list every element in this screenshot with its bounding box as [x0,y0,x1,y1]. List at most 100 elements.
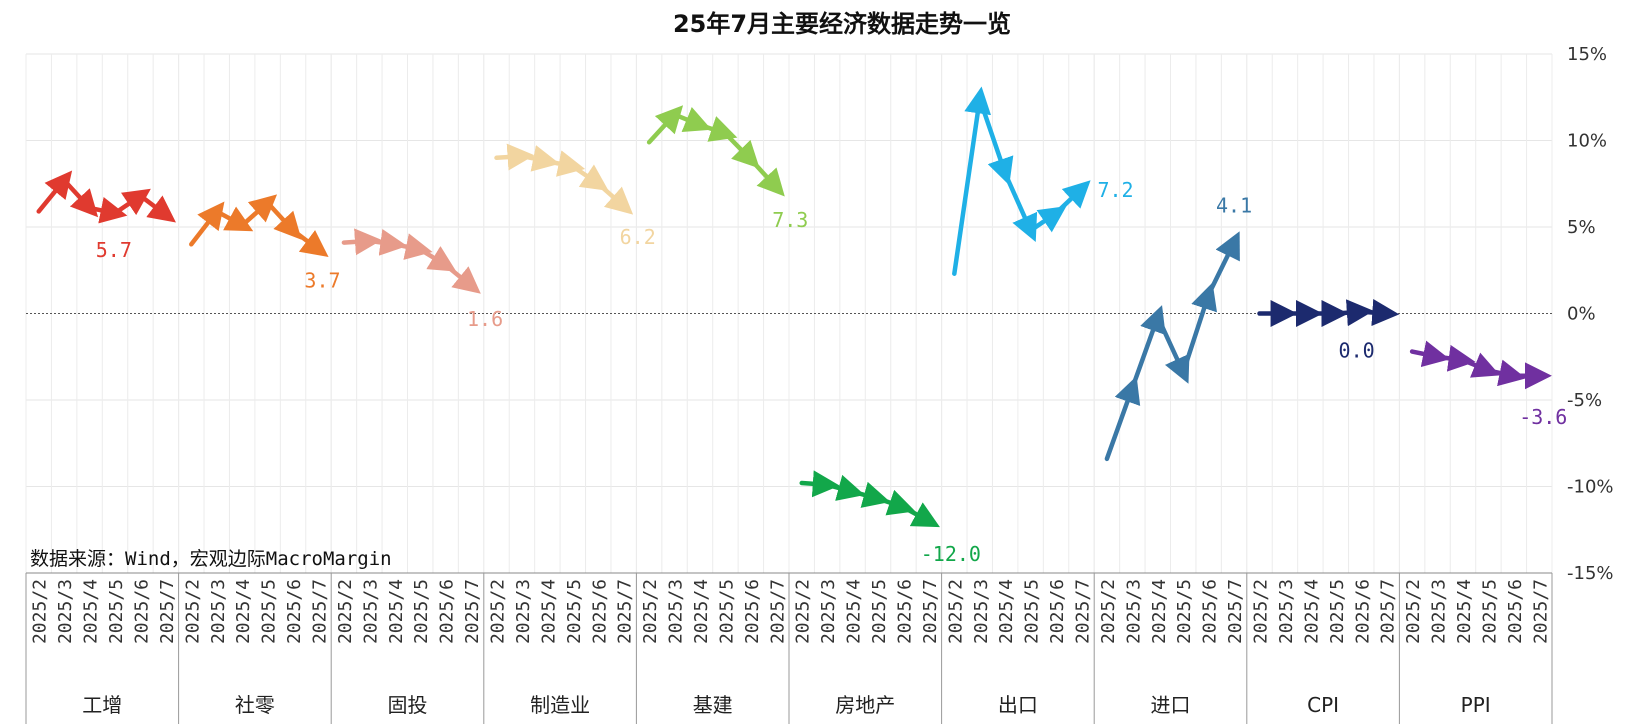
series-segment [392,233,433,260]
series-segment [901,502,940,528]
series-segment [61,178,99,218]
x-tick-label: 2025/2 [640,579,661,644]
series-segment [1333,299,1374,327]
group-label: 房地产 [835,693,895,717]
series-segment [138,193,176,223]
x-tick-label: 2025/2 [1403,579,1424,644]
x-tick-label: 2025/5 [716,579,737,644]
x-tick-label: 2025/2 [30,579,51,644]
chart-title: 25年7月主要经济数据走势一览 [673,10,1011,38]
group-label: 社零 [235,693,275,717]
series-segment [952,86,992,276]
series-segment [824,474,865,501]
x-tick-label: 2025/7 [309,579,330,644]
series-segment [265,200,302,240]
x-tick-label: 2025/6 [1200,579,1221,644]
series-segment [646,105,684,145]
series-segment [977,96,1014,186]
x-tick-label: 2025/3 [360,579,381,644]
group-label: 制造业 [530,693,590,717]
x-tick-label: 2025/3 [818,579,839,644]
series-segment [1028,206,1067,233]
y-tick-label: 5% [1567,217,1596,238]
series-社零 [189,194,329,258]
series-segment [723,131,760,169]
x-tick-label: 2025/2 [488,579,509,644]
series-segment [87,197,128,224]
y-tick-label: -10% [1567,477,1614,498]
x-tick-label: 2025/4 [386,579,407,644]
series-segment [417,246,457,272]
x-tick-label: 2025/2 [1251,579,1272,644]
x-tick-label: 2025/4 [233,579,254,644]
x-tick-label: 2025/7 [1530,579,1551,644]
series-segment [494,143,535,171]
x-tick-label: 2025/5 [1174,579,1195,644]
y-axis: 15% 10% 5% 0% -5% -10% -15% [1567,44,1614,584]
group-label: 进口 [1151,693,1191,717]
series-进口 [1104,231,1240,462]
series-segment [1206,231,1240,297]
source-note: 数据来源：Wind，宏观边际MacroMargin [30,548,392,570]
x-tick-label: 2025/6 [131,579,152,644]
series-segment [341,228,382,256]
x-tick-label: 2025/3 [1429,579,1450,644]
series-segment [1180,282,1218,375]
series-layer [36,86,1552,528]
x-tick-label: 2025/2 [335,579,356,644]
group-label: 基建 [693,693,733,717]
x-tick-label: 2025/5 [564,579,585,644]
x-tick-label: 2025/7 [1378,579,1399,644]
x-tick-label: 2025/3 [208,579,229,644]
x-tick-label: 2025/6 [284,579,305,644]
y-tick-label: 15% [1567,44,1607,65]
series-segment [1435,344,1476,372]
series-segment [672,106,712,132]
series-制造业 [494,143,634,215]
x-tick-label: 2025/2 [182,579,203,644]
data-label-制造业: 6.2 [620,225,656,249]
series-segment [1053,180,1091,216]
x-tick-label: 2025/3 [971,579,992,644]
series-segment [367,228,408,256]
series-segment [1359,299,1400,326]
y-tick-label: -5% [1567,390,1602,411]
series-segment [799,470,840,498]
x-tick-label: 2025/6 [589,579,610,644]
data-label-PPI: -3.6 [1519,405,1567,429]
series-segment [1486,359,1527,387]
x-tick-label: 2025/6 [894,579,915,644]
x-tick-label: 2025/5 [106,579,127,644]
series-segment [1002,171,1038,242]
x-tick-label: 2025/3 [1123,579,1144,644]
x-tick-label: 2025/4 [1454,579,1475,644]
x-tick-label: 2025/5 [259,579,280,644]
x-tick-label: 2025/5 [1479,579,1500,644]
x-tick-label: 2025/7 [767,579,788,644]
group-label: 出口 [998,693,1038,717]
data-label-出口: 7.2 [1097,178,1133,202]
x-tick-label: 2025/4 [691,579,712,644]
x-tick-label: 2025/7 [1225,579,1246,644]
x-tick-label: 2025/5 [1022,579,1043,644]
series-segment [1409,340,1450,368]
series-segment [1130,305,1166,391]
series-segment [519,145,560,172]
data-label-固投: 1.6 [467,307,503,331]
series-工增 [36,170,176,224]
series-segment [697,116,738,142]
group-label: 工增 [82,693,122,717]
x-tick-label: 2025/3 [666,579,687,644]
x-axis: 2025/2 2025/3 2025/4 2025/5 2025/6 2025/7工增20… [25,572,1553,724]
x-tick-label: 2025/2 [793,579,814,644]
series-segment [239,194,278,228]
series-基建 [646,105,785,197]
data-label-基建: 7.3 [772,208,808,232]
series-segment [112,188,151,216]
series-segment [36,170,73,214]
series-segment [1155,314,1190,384]
x-tick-label: 2025/6 [437,579,458,644]
series-segment [875,489,916,516]
x-tick-label: 2025/7 [920,579,941,644]
